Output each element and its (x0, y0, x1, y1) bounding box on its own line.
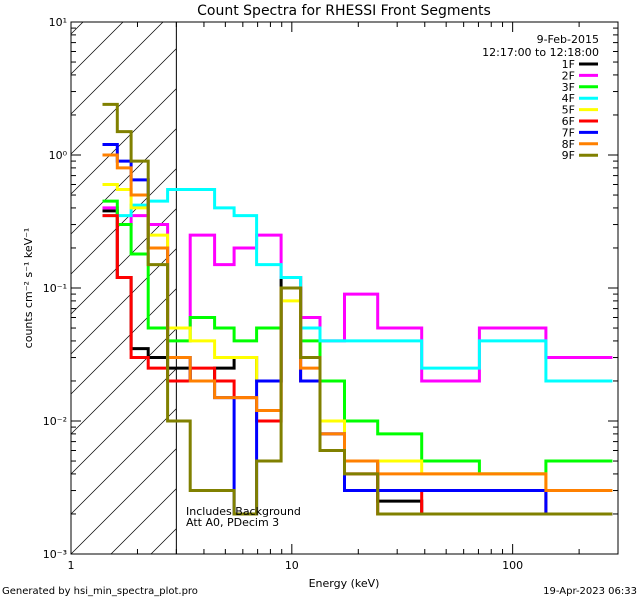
y-axis-label: counts cm⁻² s⁻¹ keV⁻¹ (22, 228, 35, 349)
chart-title: Count Spectra for RHESSI Front Segments (197, 3, 491, 19)
legend-label-1f: 1F (562, 58, 575, 71)
x-tick-label: 1 (68, 559, 75, 572)
legend-label-9f: 9F (562, 149, 575, 162)
hatch-line (71, 248, 177, 355)
legend-time-range: 12:17:00 to 12:18:00 (482, 46, 599, 59)
hatch-line (71, 22, 124, 75)
y-tick-label: 10¹ (49, 16, 67, 29)
y-tick-label: 10⁻³ (43, 548, 67, 561)
hatch-line (71, 408, 177, 515)
y-tick-label: 10⁻¹ (43, 282, 67, 295)
legend-label-8f: 8F (562, 138, 575, 151)
hatch-line (71, 22, 164, 115)
hatch-line (71, 448, 177, 554)
hatch-line (71, 168, 177, 275)
legend-label-7f: 7F (562, 126, 575, 139)
legend-date: 9-Feb-2015 (537, 33, 599, 46)
x-axis-label: Energy (keV) (309, 577, 380, 590)
y-tick-label: 10⁰ (49, 149, 68, 162)
x-tick-label: 10 (285, 559, 299, 572)
footer-generated-by: Generated by hsi_min_spectra_plot.pro (2, 586, 198, 597)
hatch-line (71, 368, 177, 475)
x-tick-label: 100 (502, 559, 523, 572)
series-line-9f (102, 102, 613, 516)
series-line-3f (102, 199, 613, 476)
annotation-attenuator: Att A0, PDecim 3 (186, 516, 279, 529)
legend-label-3f: 3F (562, 81, 575, 94)
y-tick-label: 10⁻² (43, 415, 67, 428)
legend-label-6f: 6F (562, 115, 575, 128)
legend-label-4f: 4F (562, 92, 575, 105)
legend-label-2f: 2F (562, 69, 575, 82)
hatch-line (71, 48, 177, 155)
legend-label-5f: 5F (562, 104, 575, 117)
annotation-background: Includes Background (186, 505, 301, 518)
footer-timestamp: 19-Apr-2023 06:33 (543, 586, 637, 597)
